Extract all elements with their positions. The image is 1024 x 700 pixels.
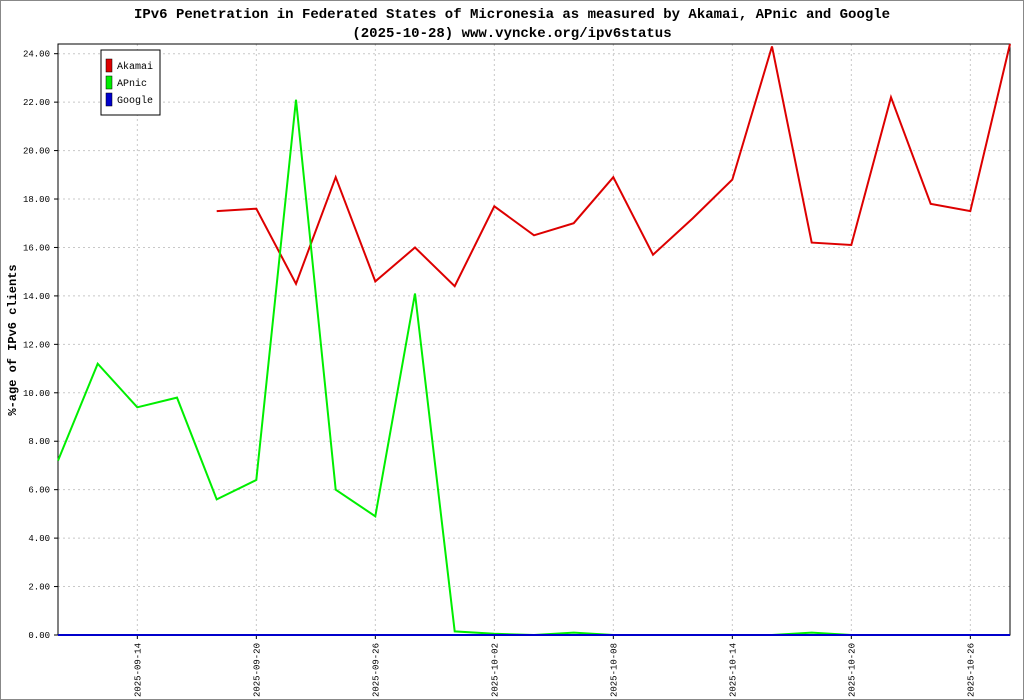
legend-swatch <box>105 75 113 90</box>
y-tick-label: 24.00 <box>23 50 50 60</box>
x-tick-label: 2025-10-14 <box>728 643 738 697</box>
y-axis-label: %-age of IPv6 clients <box>6 264 20 415</box>
x-tick-label: 2025-09-14 <box>133 643 143 697</box>
y-tick-label: 10.00 <box>23 389 50 399</box>
legend-swatch <box>105 58 113 73</box>
x-tick-label: 2025-10-02 <box>490 643 500 697</box>
series-line <box>216 43 1011 288</box>
y-tick-label: 22.00 <box>23 98 50 108</box>
legend-swatch <box>105 92 113 107</box>
x-tick-label: 2025-10-08 <box>609 643 619 697</box>
y-tick-label: 12.00 <box>23 340 50 350</box>
y-tick-label: 0.00 <box>28 631 50 641</box>
y-tick-label: 20.00 <box>23 147 50 157</box>
y-tick-label: 8.00 <box>28 437 50 447</box>
legend-label: Google <box>117 95 153 107</box>
y-tick-label: 18.00 <box>23 195 50 205</box>
legend-label: Akamai <box>117 61 153 73</box>
x-tick-label: 2025-10-26 <box>966 643 976 697</box>
x-tick-label: 2025-10-20 <box>847 643 857 697</box>
x-tick-label: 2025-09-20 <box>252 643 262 697</box>
y-tick-label: 2.00 <box>28 583 50 593</box>
chart-title: IPv6 Penetration in Federated States of … <box>134 7 890 23</box>
y-tick-label: 14.00 <box>23 292 50 302</box>
y-tick-label: 16.00 <box>23 243 50 253</box>
y-tick-label: 6.00 <box>28 486 50 496</box>
y-tick-label: 4.00 <box>28 534 50 544</box>
chart-subtitle: (2025-10-28) www.vyncke.org/ipv6status <box>352 26 671 42</box>
x-tick-label: 2025-09-26 <box>371 643 381 697</box>
legend-label: APnic <box>117 78 147 90</box>
